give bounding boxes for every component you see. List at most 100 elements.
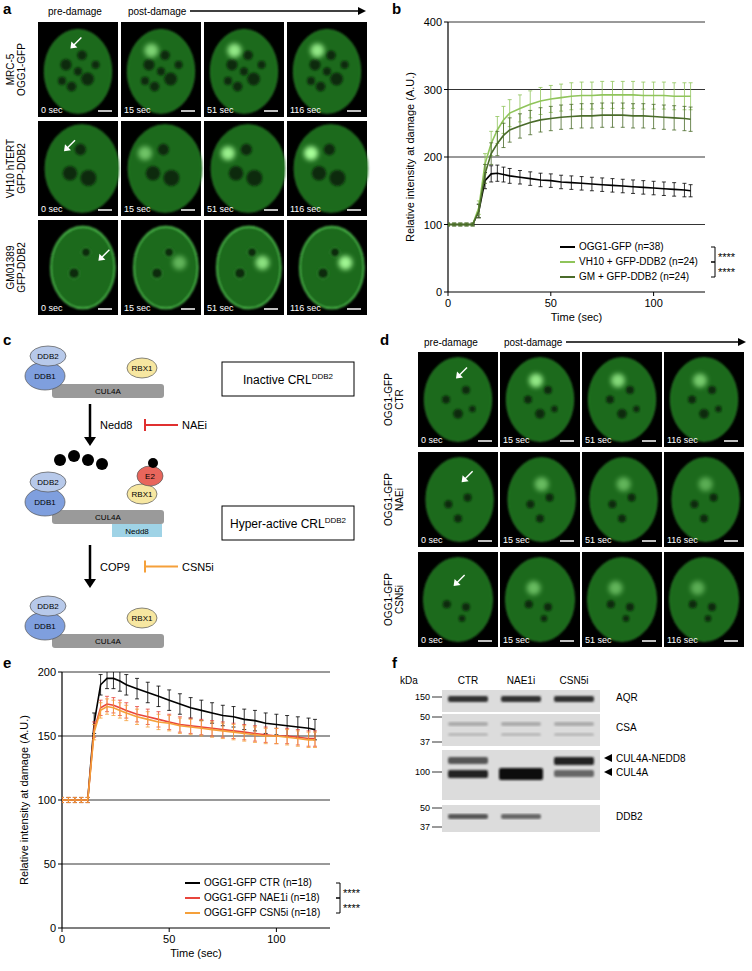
marker-label: 50 xyxy=(420,803,430,813)
error-cap xyxy=(489,131,493,132)
damage-spot xyxy=(693,374,707,388)
error-cap xyxy=(313,747,317,748)
error-cap xyxy=(189,718,193,719)
scale-bar xyxy=(264,110,278,112)
ddb2-label: DDB2 xyxy=(37,478,59,487)
error-cap xyxy=(549,173,553,174)
time-label: 15 sec xyxy=(124,105,151,115)
error-cap xyxy=(600,127,604,128)
time-label: 15 sec xyxy=(503,535,530,545)
blot-band xyxy=(554,696,594,702)
y-tick-label: 100 xyxy=(424,219,442,231)
nucleus xyxy=(51,227,115,309)
nucleus xyxy=(293,30,360,114)
error-cap xyxy=(495,165,499,166)
header-text: post-damage xyxy=(128,6,187,17)
legend-swatch xyxy=(560,276,575,278)
nucleolus xyxy=(80,170,96,186)
nucleus xyxy=(294,125,368,212)
significance-bracket xyxy=(711,262,715,277)
kda-label: kDa xyxy=(400,675,418,686)
nucleolus xyxy=(689,600,697,608)
damage-spot xyxy=(699,477,713,491)
nucleolus xyxy=(626,386,634,394)
pointer-arrowhead xyxy=(462,475,469,482)
error-cap xyxy=(569,104,573,105)
image-bg xyxy=(582,352,662,447)
nucleolus xyxy=(700,514,708,522)
blot-band xyxy=(448,814,488,819)
error-cap xyxy=(242,741,246,742)
scale-bar xyxy=(181,110,195,112)
error-cap xyxy=(66,797,70,798)
state-box xyxy=(222,506,354,540)
error-cap xyxy=(600,177,604,178)
error-cap xyxy=(621,81,625,82)
error-cap xyxy=(452,223,456,224)
x-axis-label: Time (sec) xyxy=(551,311,603,323)
scale-bar xyxy=(642,540,656,542)
error-cap xyxy=(296,716,300,717)
error-cap xyxy=(652,194,656,195)
damage-spot xyxy=(611,374,625,388)
nucleolus xyxy=(444,500,452,508)
time-label: 116 sec xyxy=(290,303,321,313)
step-arrow xyxy=(89,545,92,581)
error-cap xyxy=(105,714,109,715)
pointer-arrowhead xyxy=(98,254,105,261)
legend-swatch xyxy=(560,246,575,248)
y-tick-label: 100 xyxy=(38,794,56,806)
error-cap xyxy=(508,117,512,118)
error-cap xyxy=(483,164,487,165)
error-cap xyxy=(86,802,90,803)
error-cap xyxy=(66,802,70,803)
error-cap xyxy=(682,106,686,107)
row-label: GFP-DDB2 xyxy=(16,242,27,293)
panel-label: d xyxy=(380,331,389,348)
nucleolus xyxy=(77,50,87,60)
marker-label: 37 xyxy=(420,822,430,832)
error-cap xyxy=(495,181,499,182)
scale-bar xyxy=(478,640,492,642)
row-label: GM01389 xyxy=(5,245,16,289)
nucleolus xyxy=(317,268,328,279)
error-cap xyxy=(124,705,128,706)
state-text: Inactive CRL xyxy=(243,373,312,387)
error-cap xyxy=(189,718,193,719)
x-tick-label: 100 xyxy=(267,933,285,945)
nucleolus xyxy=(329,170,345,186)
header-text: post-damage xyxy=(504,337,563,348)
nucleolus xyxy=(74,67,82,75)
error-cap xyxy=(285,728,289,729)
inhibition-bar xyxy=(144,561,146,573)
time-label: 0 sec xyxy=(421,635,443,645)
nucleolus xyxy=(160,50,170,60)
error-cap xyxy=(66,797,70,798)
panel-label: c xyxy=(3,331,11,348)
nucleus xyxy=(211,125,285,212)
error-cap xyxy=(73,797,77,798)
error-cap xyxy=(569,189,573,190)
error-cap xyxy=(210,737,214,738)
error-cap xyxy=(672,182,676,183)
damage-spot xyxy=(310,44,324,58)
plot-area xyxy=(448,81,693,225)
error-cap xyxy=(631,103,635,104)
error-cap xyxy=(189,734,193,735)
error-cap xyxy=(79,802,83,803)
ubiquitin xyxy=(96,458,108,470)
nucleolus xyxy=(464,494,472,502)
error-cap xyxy=(118,718,122,719)
nucleolus xyxy=(617,409,627,419)
nucleolus xyxy=(246,170,262,186)
ddb2-label: DDB2 xyxy=(37,602,59,611)
legend-swatch xyxy=(185,897,200,899)
error-cap xyxy=(458,225,462,226)
panel-label: e xyxy=(3,654,11,671)
nucleolus xyxy=(626,603,634,611)
row-label: GFP-DDB2 xyxy=(16,143,27,194)
error-cap xyxy=(221,705,225,706)
error-cap xyxy=(146,709,150,710)
error-cap xyxy=(448,225,450,226)
error-cap xyxy=(489,181,493,182)
